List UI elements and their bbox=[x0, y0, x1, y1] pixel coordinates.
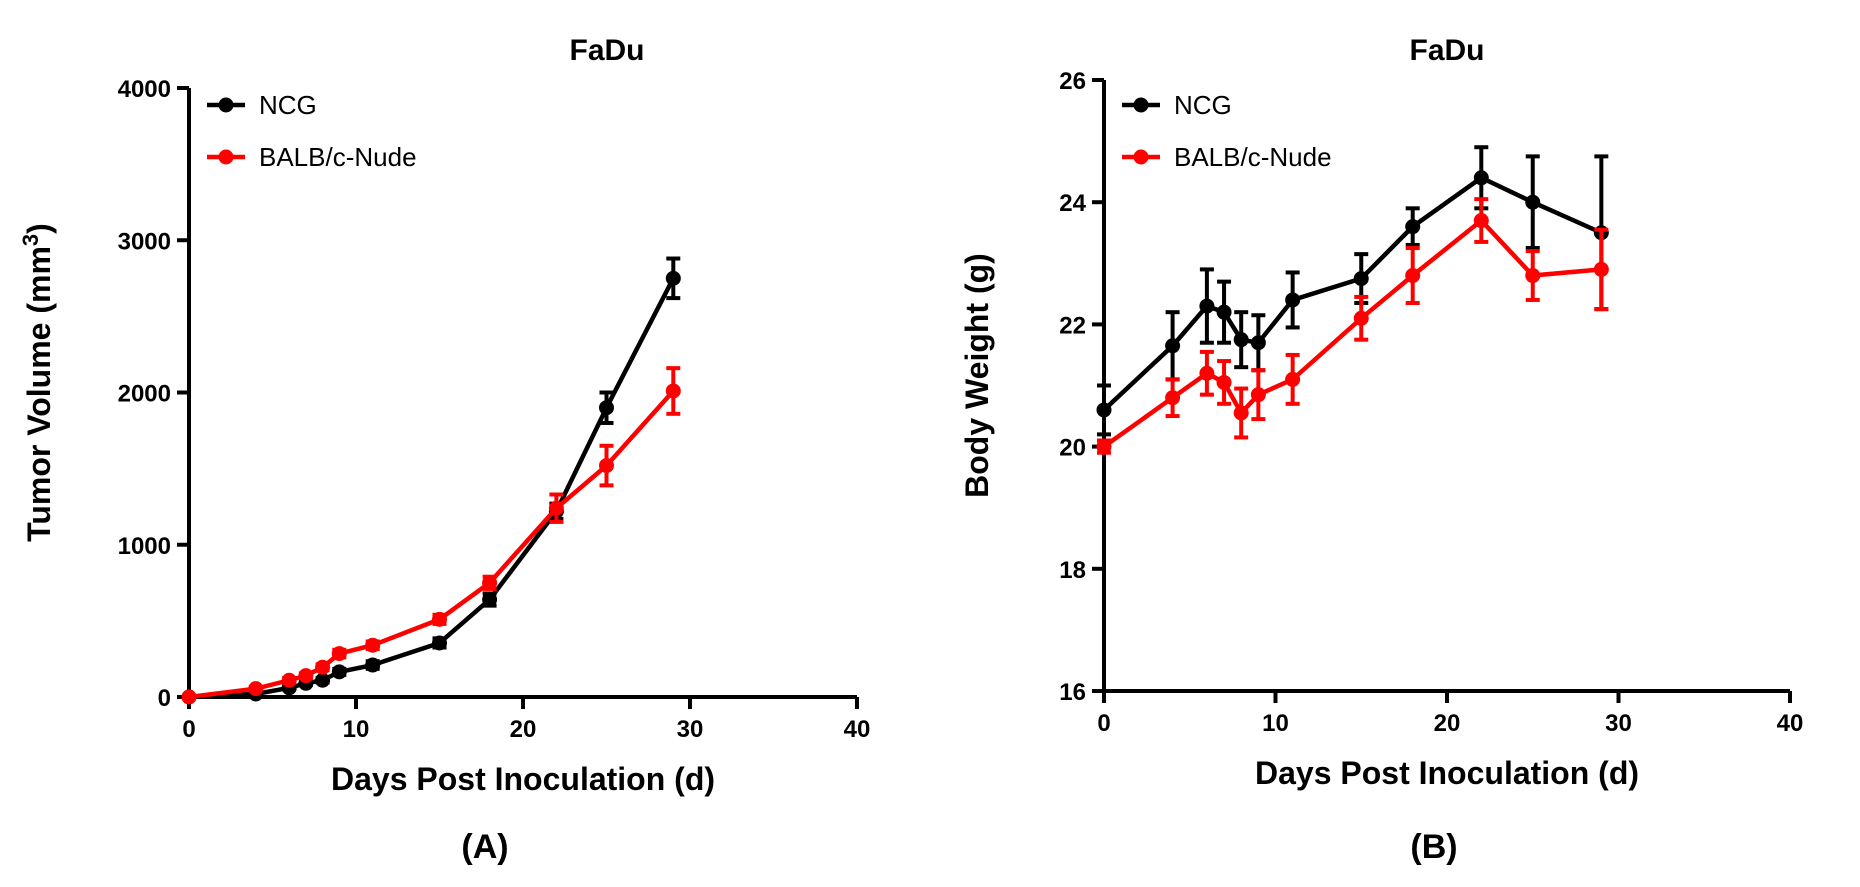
x-tick-label: 30 bbox=[1605, 710, 1632, 737]
data-point bbox=[1285, 292, 1301, 308]
data-point bbox=[482, 575, 498, 591]
x-tick-label: 10 bbox=[1262, 710, 1289, 737]
data-point bbox=[298, 668, 314, 684]
y-tick-label: 22 bbox=[1059, 312, 1086, 339]
data-point bbox=[1199, 298, 1215, 314]
legend-label: NCG bbox=[259, 90, 317, 120]
x-tick-label: 40 bbox=[1777, 710, 1804, 737]
chart-title: FaDu bbox=[570, 34, 645, 67]
data-point bbox=[599, 458, 614, 474]
data-point bbox=[331, 646, 347, 662]
data-point bbox=[1405, 219, 1421, 235]
data-point bbox=[365, 637, 381, 653]
panel-label: (B) bbox=[1410, 828, 1457, 866]
data-point bbox=[248, 681, 264, 697]
legend-label: NCG bbox=[1174, 90, 1232, 120]
data-point bbox=[1250, 335, 1266, 351]
data-point bbox=[181, 689, 197, 705]
data-point bbox=[1405, 268, 1421, 284]
data-point bbox=[315, 672, 331, 688]
data-point bbox=[1165, 390, 1181, 406]
x-tick-label: 20 bbox=[510, 716, 537, 743]
x-axis-label: Days Post Inoculation (d) bbox=[331, 761, 715, 797]
y-tick-label: 3000 bbox=[118, 228, 171, 255]
data-point bbox=[1593, 261, 1609, 277]
y-tick-label: 0 bbox=[158, 685, 171, 712]
series-line bbox=[188, 389, 675, 700]
series-line bbox=[1102, 217, 1602, 449]
y-tick-label: 20 bbox=[1059, 435, 1086, 462]
data-point bbox=[432, 635, 447, 651]
data-point bbox=[1216, 374, 1232, 390]
legend-marker bbox=[1133, 97, 1149, 113]
x-tick-label: 0 bbox=[182, 716, 195, 743]
data-point bbox=[281, 672, 297, 688]
data-point bbox=[1525, 268, 1541, 284]
chart-panel-b: FaDu 16 18 20 22 24 26 0 10 20 30 40 Days Post Inocu… bbox=[959, 34, 1803, 866]
y-tick-label: 4000 bbox=[118, 76, 171, 103]
y-tick-label: 1000 bbox=[118, 533, 171, 560]
data-point bbox=[548, 500, 564, 516]
data-point bbox=[315, 659, 331, 675]
data-point bbox=[1353, 310, 1369, 326]
data-point bbox=[1285, 371, 1301, 387]
data-point bbox=[432, 611, 447, 627]
legend-marker bbox=[218, 97, 234, 113]
data-point bbox=[1216, 304, 1232, 320]
y-axis-label: Tumor Volume (mm3) bbox=[18, 223, 57, 542]
data-point bbox=[665, 383, 681, 399]
legend-marker bbox=[218, 149, 234, 165]
data-point bbox=[1525, 194, 1541, 210]
data-point bbox=[665, 270, 681, 286]
panel-label: (A) bbox=[461, 828, 508, 866]
x-tick-label: 40 bbox=[844, 716, 871, 743]
x-axis-label: Days Post Inoculation (d) bbox=[1255, 755, 1639, 791]
series-ncg bbox=[1096, 145, 1609, 437]
data-point bbox=[1233, 405, 1249, 421]
data-point bbox=[365, 657, 381, 673]
y-axis-label: Body Weight (g) bbox=[959, 253, 995, 498]
y-tick-label: 18 bbox=[1059, 557, 1086, 584]
chart-panel-a: FaDu 0 1000 2000 3000 4000 0 10 20 30 40 Days Post … bbox=[18, 34, 870, 866]
data-point bbox=[1473, 170, 1489, 186]
data-point bbox=[599, 400, 614, 416]
data-point bbox=[1250, 387, 1266, 403]
legend-marker bbox=[1133, 149, 1149, 165]
data-point bbox=[482, 592, 498, 608]
chart-title: FaDu bbox=[1410, 34, 1485, 67]
y-tick-label: 26 bbox=[1059, 68, 1086, 95]
series-line bbox=[1102, 175, 1603, 412]
series-line bbox=[188, 277, 676, 700]
legend-label: BALB/c-Nude bbox=[1174, 142, 1332, 172]
data-point bbox=[1199, 365, 1215, 381]
data-point bbox=[1353, 271, 1369, 287]
y-tick-label: 2000 bbox=[118, 381, 171, 408]
data-point bbox=[1233, 332, 1249, 348]
data-point bbox=[331, 664, 347, 680]
legend-label: BALB/c-Nude bbox=[259, 142, 417, 172]
series-balbc-nude bbox=[1096, 197, 1609, 455]
y-tick-label: 24 bbox=[1059, 190, 1086, 217]
series-balbc-nude bbox=[181, 366, 681, 705]
data-point bbox=[1096, 402, 1112, 418]
legend: NCG BALB/c-Nude bbox=[1122, 90, 1332, 172]
x-tick-label: 0 bbox=[1097, 710, 1110, 737]
x-tick-label: 10 bbox=[343, 716, 370, 743]
data-point bbox=[1096, 439, 1112, 455]
x-tick-label: 20 bbox=[1434, 710, 1461, 737]
data-point bbox=[1473, 213, 1489, 229]
y-tick-label: 16 bbox=[1059, 679, 1086, 706]
x-tick-label: 30 bbox=[677, 716, 704, 743]
data-point bbox=[1165, 338, 1181, 354]
legend: NCG BALB/c-Nude bbox=[207, 90, 417, 172]
